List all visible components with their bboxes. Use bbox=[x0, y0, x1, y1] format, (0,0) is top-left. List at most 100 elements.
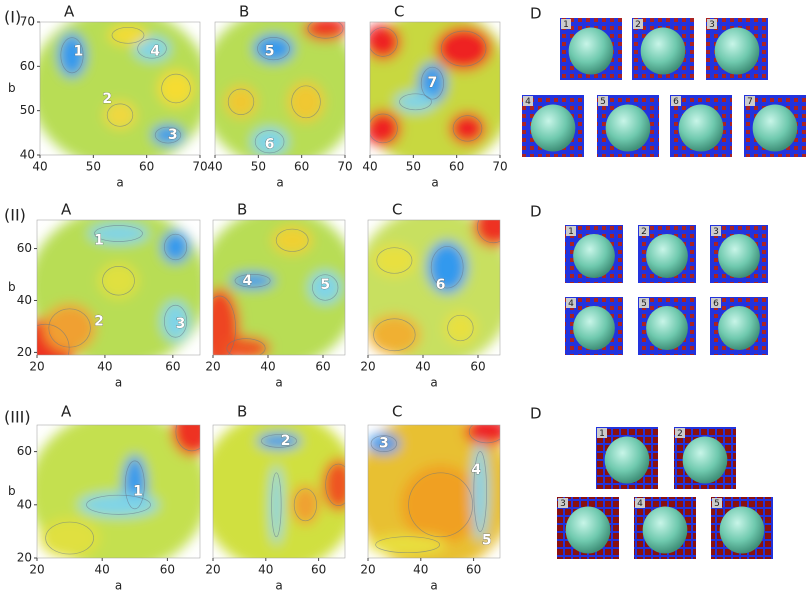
contour bbox=[376, 247, 413, 274]
heat-blob bbox=[78, 492, 159, 517]
heat-blob bbox=[152, 125, 184, 146]
marker-label: 5 bbox=[320, 277, 330, 293]
heat-blob bbox=[213, 220, 345, 355]
heat-blobs bbox=[368, 220, 500, 355]
heatmap bbox=[37, 425, 200, 558]
contour bbox=[175, 425, 200, 452]
particle bbox=[573, 233, 615, 279]
marker-label: 4 bbox=[471, 462, 481, 478]
contour bbox=[86, 494, 151, 515]
contour bbox=[164, 233, 188, 261]
x-tick-label: 50 bbox=[251, 160, 266, 174]
heat-blob bbox=[158, 70, 194, 107]
x-tick-label: 40 bbox=[415, 360, 430, 374]
contour bbox=[106, 103, 134, 127]
x-axis-label: a bbox=[116, 176, 123, 190]
y-axis-label: b bbox=[8, 280, 16, 294]
panel-frame bbox=[214, 21, 346, 156]
contour bbox=[257, 37, 290, 61]
contour bbox=[234, 274, 271, 288]
heat-blob bbox=[372, 244, 417, 277]
marker-label: 1 bbox=[94, 232, 104, 248]
thumb-number: 7 bbox=[747, 97, 753, 107]
particle bbox=[605, 104, 651, 152]
thumb-tag bbox=[523, 96, 533, 106]
heat-blob bbox=[253, 34, 294, 63]
heat-blob bbox=[444, 312, 477, 344]
contour bbox=[399, 93, 432, 111]
particle bbox=[714, 27, 760, 75]
x-tick-label: 40 bbox=[260, 360, 275, 374]
heatmap bbox=[213, 220, 345, 355]
marker-label: 4 bbox=[242, 273, 252, 289]
heat-blobs bbox=[37, 220, 200, 355]
thumb-number: 3 bbox=[713, 227, 719, 237]
particle bbox=[646, 305, 688, 351]
panel-letter: D bbox=[530, 405, 542, 423]
x-tick-label: 50 bbox=[406, 160, 421, 174]
x-axis-label: a bbox=[275, 579, 282, 593]
x-tick-label: 70 bbox=[192, 160, 207, 174]
x-axis-label: a bbox=[275, 376, 282, 390]
thumb-tag bbox=[633, 19, 643, 29]
thumb-tag bbox=[558, 498, 568, 508]
y-tick-label: 60 bbox=[17, 241, 32, 255]
particle bbox=[642, 506, 688, 554]
row-label: (III) bbox=[4, 408, 31, 427]
heat-blob bbox=[270, 464, 283, 545]
marker-label: 5 bbox=[265, 43, 275, 59]
thumb-tag bbox=[561, 19, 571, 29]
marker-label: 2 bbox=[102, 91, 112, 107]
contour bbox=[293, 488, 317, 522]
contour bbox=[420, 66, 444, 100]
heatmap bbox=[37, 220, 200, 355]
thumb-tag bbox=[675, 428, 685, 438]
y-tick-label: 20 bbox=[17, 345, 32, 359]
heat-blob bbox=[88, 223, 149, 244]
heat-blob bbox=[473, 220, 500, 247]
heat-blob bbox=[171, 425, 200, 456]
contour bbox=[375, 536, 440, 554]
heat-blob bbox=[464, 425, 500, 446]
contour bbox=[271, 472, 282, 538]
thumb-tag bbox=[711, 226, 721, 236]
x-axis-label: a bbox=[431, 176, 438, 190]
heat-blob bbox=[400, 464, 481, 545]
heat-blob bbox=[108, 25, 148, 46]
contour bbox=[408, 472, 473, 538]
x-tick-label: 60 bbox=[165, 360, 180, 374]
heatmap bbox=[368, 220, 500, 355]
x-tick-label: 40 bbox=[207, 160, 222, 174]
heat-blob bbox=[43, 304, 96, 352]
heat-blobs bbox=[37, 425, 200, 558]
thumb-tag bbox=[598, 96, 608, 106]
heat-blob bbox=[225, 85, 257, 118]
heat-blob bbox=[134, 36, 170, 61]
panel-letter: B bbox=[239, 3, 249, 21]
x-tick-label: 50 bbox=[86, 160, 101, 174]
thumb-number: 1 bbox=[599, 429, 605, 439]
panel-letter: D bbox=[530, 5, 542, 23]
x-tick-label: 40 bbox=[97, 360, 112, 374]
heat-blob bbox=[251, 127, 288, 155]
x-tick-label: 20 bbox=[360, 563, 375, 577]
particle bbox=[640, 27, 686, 75]
heat-blobs bbox=[213, 220, 345, 355]
contour bbox=[161, 73, 191, 104]
contour bbox=[102, 266, 135, 296]
y-tick-label: 40 bbox=[20, 148, 35, 162]
heat-blob bbox=[98, 262, 139, 299]
x-tick-label: 20 bbox=[205, 360, 220, 374]
marker-label: 5 bbox=[482, 533, 492, 549]
x-tick-label: 40 bbox=[258, 563, 273, 577]
particle bbox=[604, 436, 650, 484]
heat-blob bbox=[370, 23, 401, 60]
heat-blob bbox=[472, 441, 489, 542]
thumb-number: 2 bbox=[677, 429, 683, 439]
panel-frame bbox=[36, 219, 201, 356]
heat-blob bbox=[213, 288, 240, 355]
contour bbox=[307, 22, 344, 39]
contour bbox=[452, 115, 483, 142]
heat-blobs bbox=[368, 425, 500, 558]
panel-letter: A bbox=[61, 403, 72, 421]
